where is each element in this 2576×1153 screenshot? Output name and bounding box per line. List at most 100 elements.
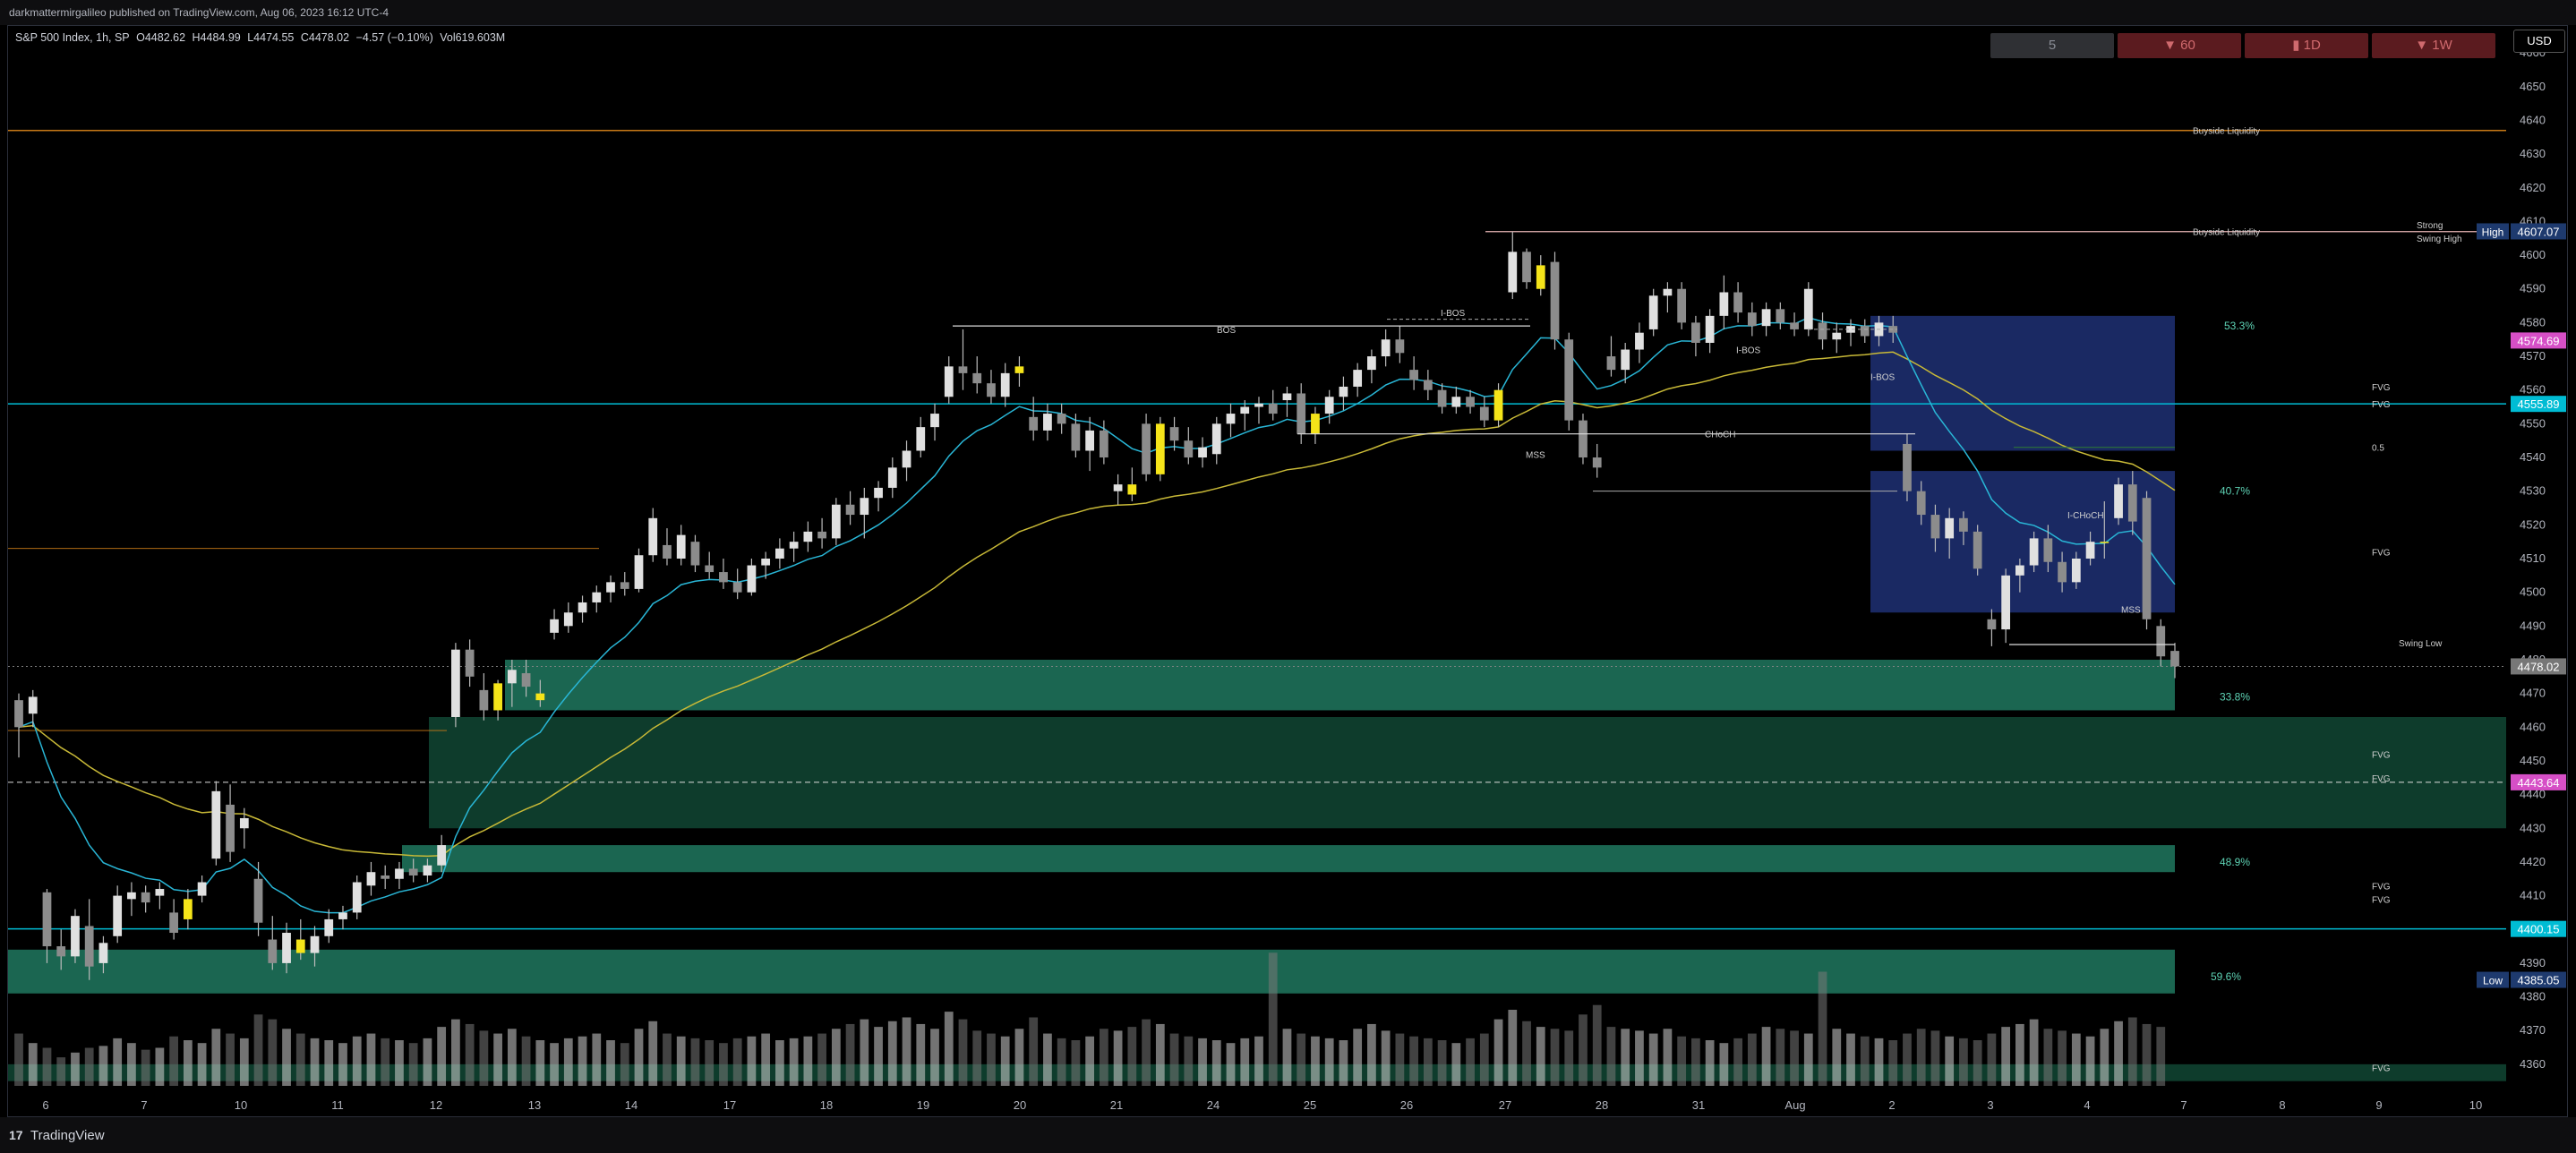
volume-bar [71,1052,80,1086]
chart-annotation: CHoCH [1705,431,1735,440]
candle-body [521,673,531,688]
symbol-name[interactable]: S&P 500 Index, 1h, SP [15,31,130,44]
volume-bar [578,1036,587,1086]
candle-body [1254,403,1263,407]
chart-pane[interactable]: Buyside Liquidity Buyside Liquidity Strong… [7,25,2568,1117]
candle-body [1395,339,1405,354]
candle-body [1043,414,1052,431]
y-tick-label: 4380 [2520,990,2546,1004]
chart-annotation: I-BOS [1441,309,1466,319]
candle-body [1522,252,1531,283]
y-tick-label: 4440 [2520,788,2546,801]
y-tick-label: 4640 [2520,113,2546,126]
y-tick-label: 4620 [2520,181,2546,194]
volume-bar [197,1043,207,1086]
price-label-box [2511,920,2566,937]
y-tick-label: 4570 [2520,349,2546,363]
candle-body [860,498,869,516]
candle-body [1423,380,1433,390]
volume-bar [408,1043,418,1086]
candle-body [1903,443,1912,491]
volume-bar [887,1021,897,1086]
candle-body [352,882,362,913]
candle-body [1297,393,1306,434]
x-tick-label: 27 [1499,1098,1511,1112]
volume-bar [606,1040,615,1086]
price-label-box [2511,971,2566,988]
candle-body [493,683,502,711]
zone-box [1870,315,2175,451]
price-label-box [2511,332,2566,349]
candle-body [2071,559,2081,583]
volume-bar [1071,1040,1081,1086]
price-label-box [2511,658,2566,675]
volume-bar [1536,1027,1545,1086]
candle-body [972,372,982,384]
candle-body [1479,406,1489,421]
price-label: 4385.05 [2518,974,2560,987]
volume-bar [253,1014,263,1086]
candle-body [113,895,123,936]
volume-bar [705,1040,715,1086]
volume-bar [127,1043,136,1086]
candle-body [1339,386,1348,397]
volume-bar [987,1033,996,1086]
volume-bar [1324,1038,1334,1086]
candle-body [1155,423,1165,474]
candle-body [1381,339,1391,357]
timeframe-5-button[interactable]: 5 [1990,33,2114,58]
candle-body [1536,265,1545,289]
candle-body [987,383,996,397]
chart-annotation: 0.5 [2372,444,2384,454]
volume-bar [1311,1036,1320,1086]
volume-bar [465,1023,475,1086]
footer-bar: 17 TradingView [0,1117,2576,1153]
x-tick-label: 17 [723,1098,736,1112]
volume-bar [676,1036,686,1086]
volume-bar [338,1043,347,1086]
volume-bar [1451,1043,1461,1086]
volume-bar [1043,1033,1052,1086]
timeframe-1w-button[interactable]: ▼ 1W [2372,33,2495,58]
volume-bar [1691,1038,1700,1086]
candle-body [1550,261,1560,340]
volume-bar [1776,1029,1785,1086]
candle-body [1184,440,1194,458]
volume-bar [1930,1030,1940,1086]
candle-body [887,467,897,488]
volume-bar [324,1040,334,1086]
volume-bar [1493,1019,1503,1086]
ema-fast-line [18,317,2176,914]
candle-body [1691,322,1700,343]
timeframe-1d-button[interactable]: ▮ 1D [2245,33,2368,58]
volume-bar [2100,1029,2110,1086]
x-tick-label: 26 [1400,1098,1413,1112]
price-label: 4555.89 [2518,397,2560,411]
price-chart[interactable]: Buyside Liquidity Buyside Liquidity Strong… [8,26,2567,1116]
volume-bar [2127,1017,2137,1086]
x-tick-label: 6 [42,1098,48,1112]
candle-body [1198,447,1207,458]
currency-button[interactable]: USD [2513,30,2565,53]
timeframe-60-button[interactable]: ▼ 60 [2118,33,2241,58]
candle-body [338,912,347,919]
x-tick-label: 10 [235,1098,247,1112]
chart-annotation: Swing High [2417,235,2462,244]
chart-annotation: 33.8% [2220,690,2250,703]
volume-bar [507,1029,517,1086]
volume-bar [874,1027,883,1086]
x-tick-label: 18 [820,1098,833,1112]
candle-body [1282,393,1292,401]
candle-body [465,649,475,677]
volume-bar [747,1036,757,1086]
volume-bar [1381,1030,1391,1086]
volume-bar [860,1019,869,1086]
candle-body [1677,288,1687,323]
candle-body [1226,414,1236,424]
volume-bar [1606,1027,1616,1086]
y-tick-label: 4510 [2520,551,2546,565]
candle-body [437,845,447,866]
candle-body [1790,322,1799,329]
candle-body [916,427,926,451]
volume-bar [226,1033,235,1086]
